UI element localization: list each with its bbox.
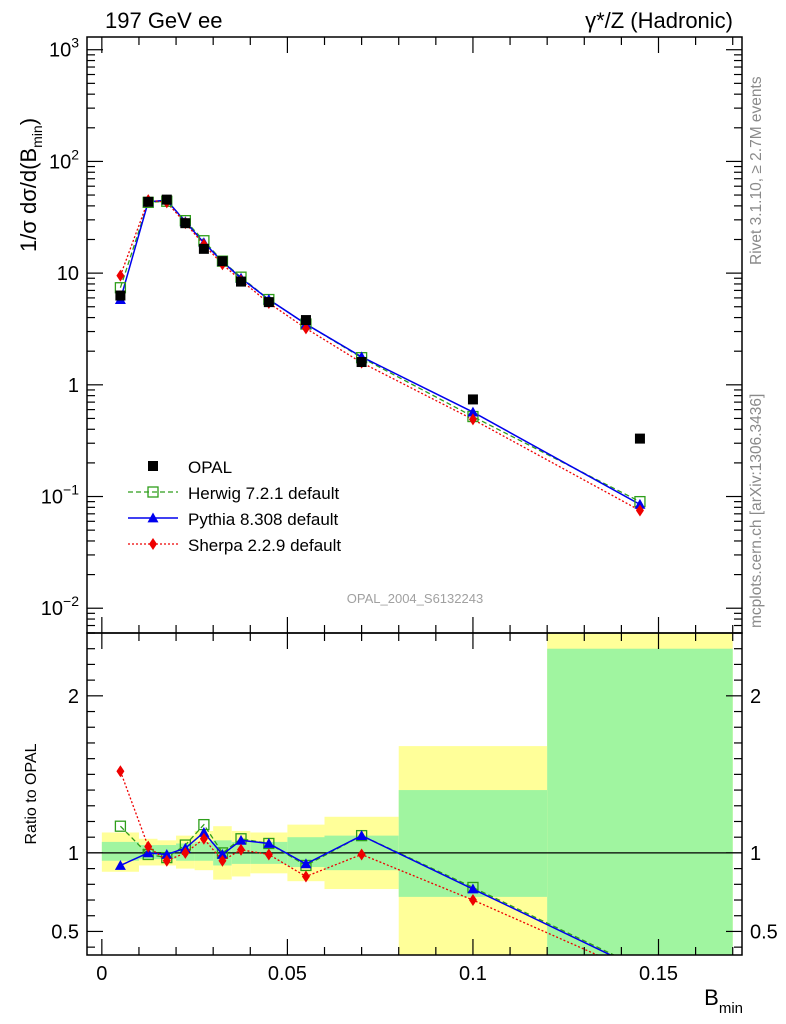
ratio-point-sherpa-1: [144, 840, 153, 853]
main-point-sherpa-10: [468, 413, 477, 426]
band-inner-10: [398, 790, 548, 897]
y-tick-label-ratio: 2: [68, 686, 79, 708]
ratio-point-pythia-0: [114, 859, 126, 870]
main-point-opal-10: [467, 394, 478, 405]
y-tick-label-main: 10−2: [41, 593, 79, 620]
y-axis-label-main: 1/σ dσ/d(Bmin): [16, 118, 45, 252]
main-point-opal-3: [180, 218, 191, 229]
band-inner-4: [194, 841, 214, 861]
legend-marker-pythia: [147, 512, 159, 523]
ratio-point-pythia-8: [300, 858, 312, 869]
ratio-plot-series: [114, 765, 616, 955]
ratio-point-sherpa-7: [264, 848, 273, 861]
ratio-point-herwig-0: [114, 820, 127, 832]
ratio-point-sherpa-5: [218, 854, 227, 867]
main-point-opal-8: [300, 315, 311, 326]
main-point-opal-1: [143, 196, 154, 207]
ratio-point-pythia-2: [161, 848, 173, 859]
header-right: γ*/Z (Hadronic): [585, 8, 733, 33]
main-line-sherpa: [119, 199, 641, 512]
main-point-opal-7: [263, 297, 274, 308]
main-point-sherpa-8: [301, 322, 310, 335]
ratio-point-pythia-10: [467, 883, 479, 894]
y-tick-label-main: 10: [57, 263, 79, 285]
legend-marker-sherpa: [149, 538, 157, 550]
main-point-pythia-10: [467, 406, 479, 417]
main-plot-series: [114, 194, 646, 517]
main-point-opal-2: [161, 194, 172, 205]
y-axis-label-ratio: Ratio to OPAL: [23, 743, 40, 844]
ratio-point-pythia-9: [356, 830, 368, 841]
main-point-opal-0: [115, 290, 126, 301]
main-point-sherpa-0: [116, 269, 125, 282]
legend-marker-opal: [148, 461, 158, 471]
y-tick-label-ratio-right: 2: [750, 686, 761, 708]
ratio-point-sherpa-2: [162, 854, 171, 867]
x-tick-label: 0.1: [459, 963, 487, 985]
main-point-pythia-11: [634, 498, 646, 509]
legend-label-sherpa: Sherpa 2.2.9 default: [188, 536, 341, 555]
x-tick-label: 0.15: [639, 963, 678, 985]
ratio-point-sherpa-0: [116, 765, 125, 778]
legend-label-pythia: Pythia 8.308 default: [188, 510, 339, 529]
ratio-point-sherpa-10: [468, 894, 477, 907]
x-tick-label: 0: [96, 963, 107, 985]
ratio-point-pythia-6: [235, 834, 247, 845]
legend-label-herwig: Herwig 7.2.1 default: [188, 484, 339, 503]
ratio-point-sherpa-9: [357, 848, 366, 861]
ratio-plot-frame: [86, 632, 743, 956]
ratio-point-pythia-5: [216, 848, 228, 859]
mcplots-label: mcplots.cern.ch [arXiv:1306.3436]: [748, 394, 765, 628]
y-tick-label-main: 10−1: [41, 482, 79, 509]
ratio-point-sherpa-4: [199, 832, 208, 845]
ratio-bands: [101, 633, 733, 955]
main-point-opal-4: [198, 243, 209, 254]
x-axis-label: Bmin: [704, 985, 743, 1017]
legend-label-opal: OPAL: [188, 458, 232, 477]
y-tick-label-main: 102: [49, 146, 79, 173]
y-tick-label-ratio-right: 0.5: [750, 921, 778, 943]
x-tick-label: 0.05: [268, 963, 307, 985]
main-point-opal-5: [217, 256, 228, 267]
rivet-label: Rivet 3.1.10, ≥ 2.7M events: [748, 76, 765, 265]
y-tick-label-main: 103: [49, 35, 79, 62]
header-left: 197 GeV ee: [105, 8, 222, 33]
ratio-point-pythia-4: [198, 826, 210, 837]
y-tick-label-main: 1: [68, 375, 79, 397]
main-point-opal-11: [634, 433, 645, 444]
y-tick-label-ratio-right: 1: [750, 843, 761, 865]
main-plot-frame: [86, 36, 743, 634]
y-tick-label-ratio: 0.5: [51, 921, 79, 943]
y-tick-label-ratio: 1: [68, 843, 79, 865]
analysis-id-label: OPAL_2004_S6132243: [347, 591, 483, 606]
band-inner-0: [101, 841, 139, 861]
ratio-point-sherpa-6: [237, 843, 246, 856]
legend-marker-herwig: [147, 486, 159, 498]
ratio-line-sherpa: [119, 770, 599, 955]
axes-ticks: [87, 37, 742, 955]
legend: OPAL Herwig 7.2.1 default Pythia 8.308 def…: [128, 458, 341, 555]
band-inner-11: [547, 648, 733, 955]
main-point-opal-6: [236, 276, 247, 287]
ratio-point-sherpa-3: [181, 846, 190, 859]
ratio-point-pythia-7: [263, 837, 275, 848]
ratio-point-sherpa-8: [301, 870, 310, 883]
ratio-line-pythia: [120, 831, 613, 955]
main-point-opal-9: [356, 357, 367, 368]
main-point-sherpa-11: [635, 504, 644, 517]
